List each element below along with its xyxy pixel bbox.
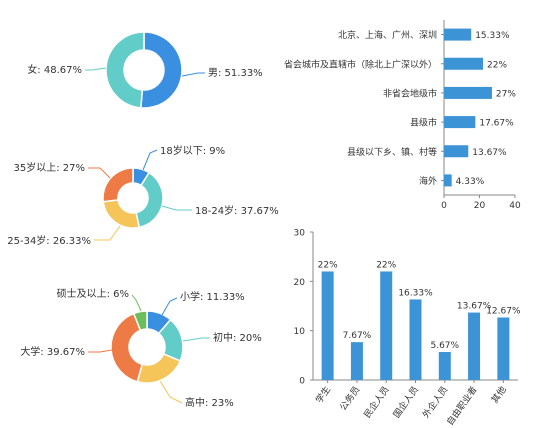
slice-5 — [132, 310, 148, 332]
y-tick-label-3: 20 — [294, 278, 306, 288]
value-label-1: 15.33% — [475, 31, 510, 41]
slice-label-5: 硕士及以上: 6% — [57, 287, 129, 300]
slice-leader-line-3 — [94, 225, 121, 241]
gender-donut-chart: 男: 51.33% 女: 48.67% — [27, 31, 263, 109]
slice-label-2: 18-24岁: 37.67% — [195, 204, 279, 217]
category-label-5: 县级以下乡、镇、村等 — [347, 146, 437, 158]
value-label-4: 16.33% — [398, 288, 433, 298]
bar-7 — [497, 317, 510, 380]
slice-label-3: 25-34岁: 26.33% — [7, 234, 91, 247]
category-label-4: 县级市 — [410, 117, 437, 129]
y-tick-label-1: 0 — [299, 377, 305, 387]
bar-1 — [321, 271, 334, 380]
value-label-6: 13.67% — [457, 302, 492, 312]
category-label-3: 非省会地级市 — [383, 87, 437, 99]
bar-4 — [444, 116, 476, 129]
slice-label-1: 小学: 11.33% — [180, 290, 245, 303]
category-label-1: 学生 — [313, 384, 333, 406]
education-donut-chart: 小学: 11.33% 初中: 20% 高中: 23% 大学: 39.67% 硕士及以上:… — [20, 287, 261, 409]
slice-2 — [105, 31, 145, 109]
slice-leader-line-3 — [159, 380, 183, 404]
category-label-7: 其他 — [489, 384, 509, 406]
category-label-2: 省会城市及直辖市（除北上广深以外） — [284, 58, 437, 70]
slice-label-4: 大学: 39.67% — [20, 345, 85, 358]
slice-3 — [136, 352, 182, 384]
bar-5 — [438, 352, 451, 380]
slice-label-1: 18岁以下: 9% — [160, 144, 225, 157]
slice-leader-line-1 — [161, 297, 178, 316]
value-label-3: 22% — [376, 260, 396, 270]
slice-4 — [110, 312, 144, 383]
occupation-vertical-bar-chart: 0 10 20 30 22% 学生 7.67% 公务员 22% 民企人员 16.33% 国企人员 5.6… — [294, 229, 521, 428]
bar-1 — [444, 28, 472, 41]
slice-4 — [102, 167, 134, 203]
x-tick-label-3: 40 — [509, 201, 521, 211]
slice-label-2: 女: 48.67% — [27, 63, 82, 76]
slice-label-4: 35岁以上: 27% — [14, 161, 86, 174]
x-tick-label-1: 0 — [441, 201, 447, 211]
slice-leader-line-4 — [88, 167, 111, 179]
bar-4 — [409, 299, 422, 380]
value-label-5: 13.67% — [472, 148, 507, 158]
bar-6 — [444, 174, 452, 187]
y-tick-label-2: 10 — [294, 327, 306, 337]
x-tick-label-2: 20 — [474, 201, 486, 211]
value-label-4: 17.67% — [479, 119, 514, 129]
y-tick-label-4: 30 — [294, 229, 306, 239]
bar-2 — [350, 342, 363, 380]
category-label-3: 民企人员 — [361, 384, 391, 420]
city-horizontal-bar-chart: 北京、上海、广州、深圳 15.33% 省会城市及直辖市（除北上广深以外） 22% 非省会… — [284, 20, 521, 211]
bar-2 — [444, 57, 484, 70]
category-label-1: 北京、上海、广州、深圳 — [338, 29, 437, 41]
category-label-4: 国企人员 — [390, 384, 420, 420]
slice-leader-line-2 — [85, 67, 107, 71]
slice-label-1: 男: 51.33% — [208, 67, 263, 79]
bar-3 — [444, 86, 492, 99]
slice-leader-line-5 — [131, 294, 142, 312]
slice-leader-line-2 — [182, 337, 210, 342]
age-donut-chart: 18岁以下: 9% 18-24岁: 37.67% 25-34岁: 26.33% 35岁… — [7, 144, 279, 247]
bar-6 — [468, 312, 481, 380]
value-label-2: 7.67% — [343, 331, 372, 341]
category-label-6: 海外 — [419, 175, 437, 187]
category-label-5: 外企人员 — [420, 384, 450, 420]
value-label-5: 5.67% — [430, 341, 459, 351]
slice-label-3: 高中: 23% — [185, 396, 234, 409]
slice-1 — [140, 31, 183, 109]
slice-label-2: 初中: 20% — [213, 331, 262, 344]
value-label-3: 27% — [496, 89, 516, 99]
slice-3 — [102, 199, 141, 229]
bar-3 — [380, 271, 393, 380]
slice-leader-line-4 — [88, 349, 113, 353]
value-label-6: 4.33% — [456, 177, 485, 187]
category-label-2: 公务员 — [337, 384, 362, 413]
slice-leader-line-1 — [181, 72, 205, 77]
value-label-1: 22% — [318, 260, 338, 270]
slice-leader-line-2 — [161, 205, 192, 211]
slice-leader-line-1 — [142, 149, 158, 171]
value-label-2: 22% — [487, 60, 507, 70]
value-label-7: 12.67% — [486, 306, 521, 316]
bar-5 — [444, 145, 469, 158]
